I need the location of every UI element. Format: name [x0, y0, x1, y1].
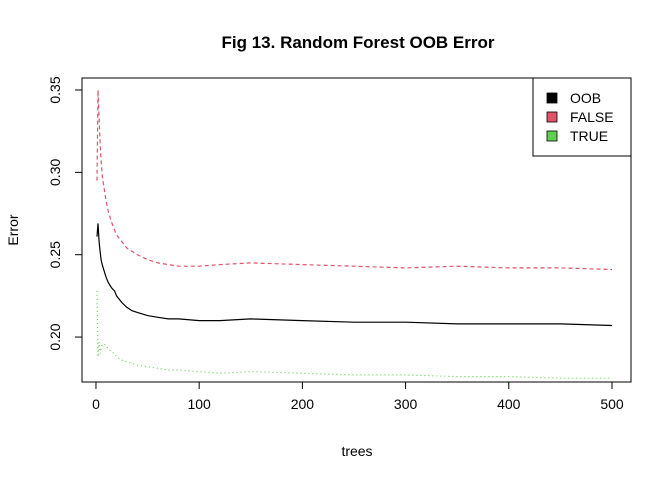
series-lines — [96, 89, 613, 379]
x-tick-label: 0 — [92, 396, 100, 412]
series-line-true — [96, 290, 612, 379]
legend-swatch-true — [546, 130, 558, 142]
y-tick-label: 0.30 — [47, 159, 63, 186]
y-tick-label: 0.20 — [47, 323, 63, 350]
x-tick-label: 200 — [291, 396, 315, 412]
chart-title: Fig 13. Random Forest OOB Error — [222, 33, 495, 52]
x-axis-label: trees — [341, 443, 372, 459]
x-tick-label: 400 — [497, 396, 521, 412]
x-tick-label: 500 — [600, 396, 624, 412]
legend: OOB FALSE TRUE — [532, 77, 632, 157]
x-tick-label: 300 — [394, 396, 418, 412]
legend-swatch-oob — [546, 92, 558, 104]
series-line-oob — [96, 223, 613, 327]
legend-swatch-false — [546, 111, 558, 123]
y-axis-label: Error — [5, 214, 21, 245]
y-axis: 0.20 0.25 0.30 0.35 — [47, 76, 83, 351]
legend-label-true: TRUE — [570, 128, 608, 144]
x-axis: 0 100 200 300 400 500 — [92, 381, 624, 412]
y-tick-label: 0.25 — [47, 241, 63, 268]
x-tick-label: 100 — [187, 396, 211, 412]
legend-label-false: FALSE — [570, 109, 614, 125]
y-tick-label: 0.35 — [47, 76, 63, 103]
legend-label-oob: OOB — [570, 90, 601, 106]
